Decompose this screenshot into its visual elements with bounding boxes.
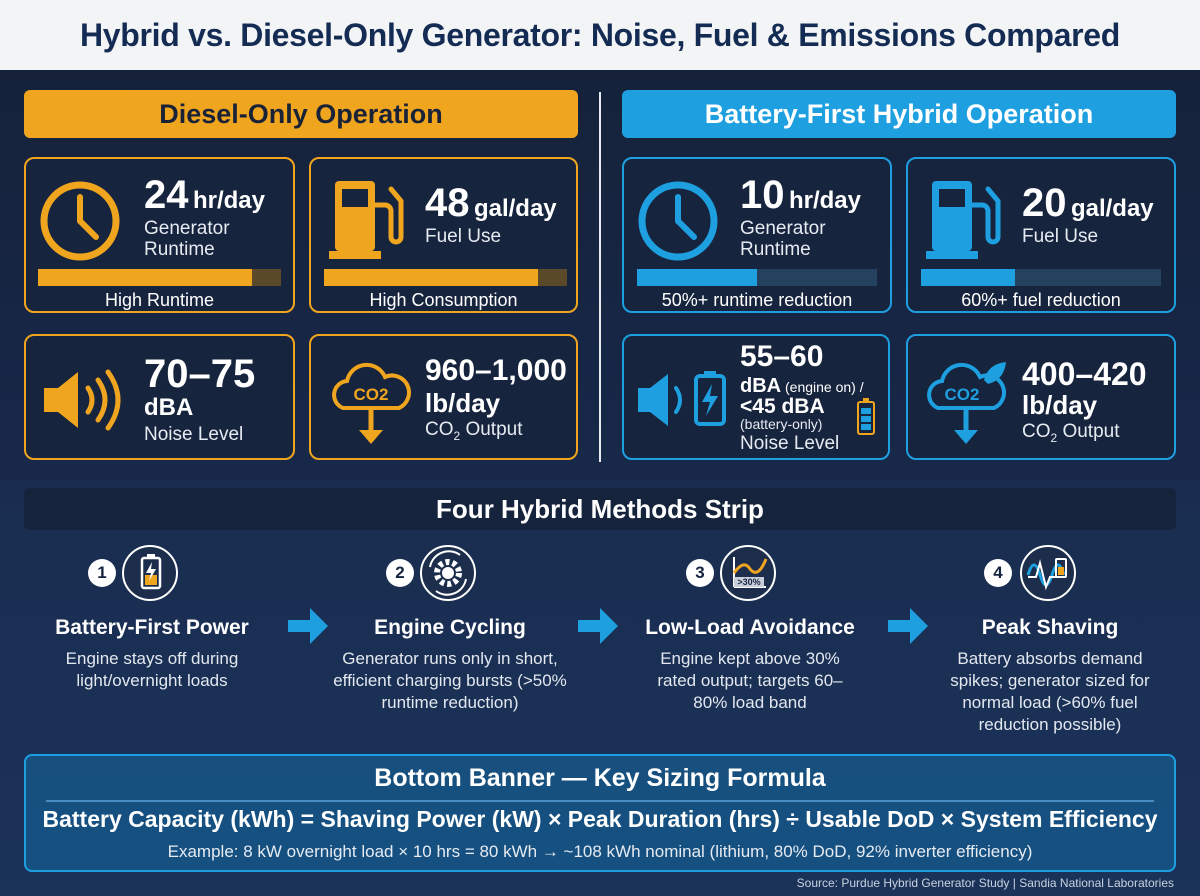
diesel-noise-card: 70–75 dBA Noise Level (24, 334, 295, 460)
fuel-pump-icon (926, 181, 1001, 259)
hybrid-runtime-unit: hr/day (788, 187, 861, 214)
step-badge-3: 3 (686, 559, 714, 587)
method-4: Peak Shaving Battery absorbs demand spik… (920, 616, 1180, 736)
diesel-fuel-bar (324, 269, 567, 286)
clock-icon (40, 181, 120, 261)
hybrid-runtime-bar-fill (637, 269, 757, 286)
hybrid-runtime-label-1: Generator (740, 218, 826, 239)
diesel-runtime-value: 24 (144, 173, 189, 217)
diesel-fuel-bar-fill (324, 269, 538, 286)
clock-icon (638, 181, 718, 261)
hybrid-co2-label: CO2 Output (1022, 421, 1120, 445)
hybrid-fuel-unit: gal/day (1070, 195, 1154, 222)
load-chart-icon: >30% (720, 545, 776, 601)
diesel-runtime-label-2: Runtime (144, 238, 215, 260)
step-badge-4: 4 (984, 559, 1012, 587)
arrow-right-icon (288, 608, 328, 644)
hybrid-noise-line2-small: (engine on) / (781, 379, 864, 395)
method-desc: Engine kept above 30% rated output; targ… (657, 649, 843, 713)
diesel-runtime-unit: hr/day (192, 187, 265, 214)
hybrid-runtime-caption: 50%+ runtime reduction (661, 290, 853, 310)
hybrid-co2-value: 400–420 (1022, 356, 1147, 392)
method-1: Battery-First Power Engine stays off dur… (22, 616, 282, 692)
method-title: Battery-First Power (55, 616, 249, 639)
wave-battery-icon (1020, 545, 1076, 601)
method-desc: Battery absorbs demand spikes; generator… (950, 649, 1150, 735)
diesel-fuel-unit: gal/day (473, 195, 557, 222)
hybrid-fuel-bar-fill (921, 269, 1015, 286)
diesel-runtime-caption: High Runtime (104, 290, 215, 310)
diesel-runtime-bar-fill (38, 269, 252, 286)
hybrid-fuel-label: Fuel Use (1022, 226, 1099, 247)
co2-cloud-icon: CO2 (332, 362, 411, 444)
strip-header: Four Hybrid Methods Strip (24, 488, 1176, 530)
hybrid-runtime-label-2: Runtime (740, 238, 811, 260)
source-credit: Source: Purdue Hybrid Generator Study | … (796, 876, 1174, 890)
svg-text:CO2: CO2 (945, 385, 980, 404)
hybrid-fuel-caption: 60%+ fuel reduction (961, 290, 1121, 310)
page-title: Hybrid vs. Diesel-Only Generator: Noise,… (79, 16, 1121, 53)
arrow-right-icon (888, 608, 928, 644)
diesel-fuel-label: Fuel Use (425, 226, 502, 247)
method-title: Low-Load Avoidance (645, 616, 855, 639)
hybrid-noise-line3: <45 dBA (740, 395, 825, 418)
hybrid-noise-line2-bold: dBA (740, 375, 782, 397)
title-bar: Hybrid vs. Diesel-Only Generator: Noise,… (0, 0, 1200, 70)
diesel-runtime-label-1: Generator (144, 218, 230, 239)
diesel-header: Diesel-Only Operation (24, 90, 578, 138)
svg-text:CO2: CO2 (354, 385, 389, 404)
diesel-runtime-bar (38, 269, 281, 286)
banner-title: Bottom Banner — Key Sizing Formula (374, 764, 826, 792)
diesel-fuel-value: 48 (425, 181, 470, 225)
diesel-fuel-card: 48 gal/day Fuel Use High Consumption (309, 157, 578, 313)
hybrid-fuel-bar (921, 269, 1161, 286)
method-desc: Generator runs only in short, efficient … (333, 649, 567, 713)
banner-formula: Battery Capacity (kWh) = Shaving Power (… (42, 806, 1158, 832)
engine-cycle-icon (420, 545, 476, 601)
sizing-formula-banner: Bottom Banner — Key Sizing Formula Batte… (24, 754, 1176, 872)
hybrid-noise-line4: (battery-only) (740, 416, 823, 432)
method-desc: Engine stays off during light/overnight … (65, 649, 239, 691)
method-2: Engine Cycling Generator runs only in sh… (320, 616, 580, 714)
hybrid-noise-value: 55–60 (740, 340, 824, 373)
step-badge-1: 1 (88, 559, 116, 587)
speaker-battery-icon (638, 371, 726, 426)
hybrid-noise-card: 55–60 dBA (engine on) / <45 dBA (battery… (622, 334, 890, 460)
diesel-co2-label: CO2 Output (425, 419, 523, 443)
diesel-noise-label: Noise Level (144, 424, 244, 445)
co2-leaf-cloud-icon: CO2 (927, 362, 1006, 444)
hybrid-fuel-card: 20 gal/day Fuel Use 60%+ fuel reduction (906, 157, 1176, 313)
diesel-co2-value: 960–1,000 (425, 354, 567, 387)
center-divider (599, 92, 601, 462)
battery-level-icon (857, 398, 875, 435)
diesel-co2-card: CO2 960–1,000 lb/day CO2 Output (309, 334, 578, 460)
method-3: Low-Load Avoidance Engine kept above 30%… (620, 616, 880, 714)
diesel-fuel-caption: High Consumption (369, 290, 518, 310)
hybrid-runtime-card: 10 hr/day Generator Runtime 50%+ runtime… (622, 157, 892, 313)
step-badge-2: 2 (386, 559, 414, 587)
fuel-pump-icon (329, 181, 404, 259)
diesel-runtime-card: 24 hr/day Generator Runtime High Runtime (24, 157, 295, 313)
hybrid-noise-label: Noise Level (740, 433, 840, 454)
hybrid-fuel-value: 20 (1022, 181, 1067, 225)
hybrid-co2-unit: lb/day (1022, 390, 1098, 420)
speaker-icon (44, 369, 121, 431)
diesel-noise-value: 70–75 (144, 352, 256, 396)
arrow-right-icon (578, 608, 618, 644)
hybrid-co2-card: CO2 400–420 lb/day CO2 Output (906, 334, 1176, 460)
method-title: Peak Shaving (981, 616, 1119, 639)
banner-divider (46, 800, 1154, 802)
battery-icon (122, 545, 178, 601)
hybrid-runtime-value: 10 (740, 173, 785, 217)
hybrid-runtime-bar (637, 269, 877, 286)
diesel-co2-unit: lb/day (425, 388, 501, 418)
load-chart-label: >30% (737, 577, 760, 587)
banner-example: Example: 8 kW overnight load × 10 hrs = … (167, 842, 1033, 861)
diesel-noise-unit: dBA (144, 394, 194, 421)
hybrid-header: Battery-First Hybrid Operation (622, 90, 1176, 138)
method-title: Engine Cycling (374, 616, 526, 639)
